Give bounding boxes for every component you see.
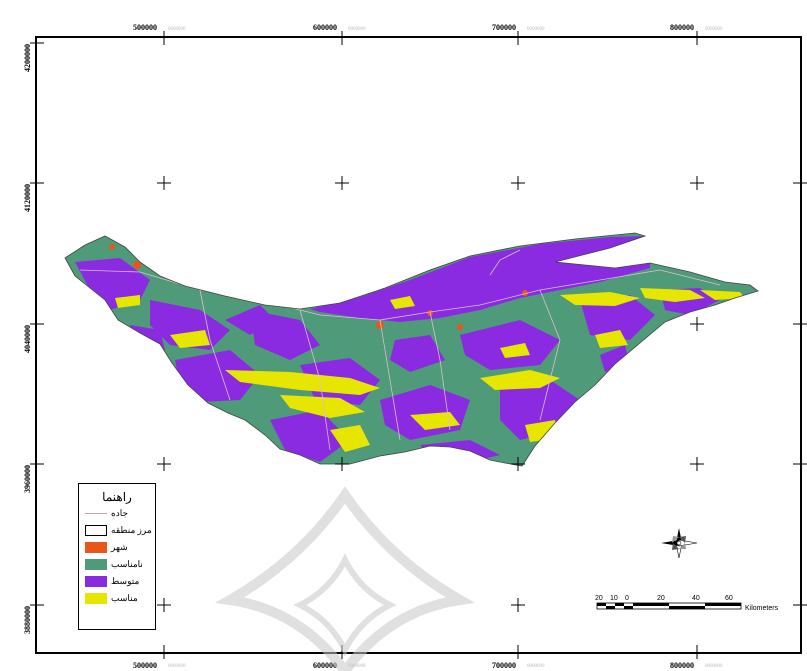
legend-item-road: جاده <box>79 505 155 522</box>
north-arrow-icon <box>661 528 698 559</box>
legend-item-boundary: مرز منطقه <box>79 522 155 539</box>
suitable-zone-patches <box>115 288 745 452</box>
y-tick-label: 3880000 <box>23 606 32 634</box>
graticule-crosses <box>30 31 807 659</box>
svg-text:0000000: 0000000 <box>168 664 186 669</box>
svg-text:0000000: 0000000 <box>527 27 545 32</box>
scale-label: 20 <box>595 595 603 602</box>
x-axis-labels-top: 500000 600000 700000 800000 0000000 0000… <box>133 23 723 32</box>
y-tick-label: 4040000 <box>23 325 32 353</box>
x-tick-label: 700000 <box>492 23 516 32</box>
city-swatch <box>85 542 107 553</box>
suitability-layer <box>65 233 758 466</box>
y-tick-label: 4120000 <box>23 184 32 212</box>
svg-text:0000000: 0000000 <box>527 664 545 669</box>
legend-item-city: شهر <box>79 539 155 556</box>
map-frame <box>35 36 802 654</box>
svg-text:0000000: 0000000 <box>348 27 366 32</box>
scale-label: 20 <box>657 595 665 602</box>
legend-title: راهنما <box>102 490 132 504</box>
svg-text:0000000: 0000000 <box>168 27 186 32</box>
x-tick-label: 800000 <box>670 23 694 32</box>
y-tick-label: 3960000 <box>23 465 32 493</box>
city-spots <box>109 244 528 330</box>
x-tick-label: 500000 <box>133 23 157 32</box>
y-axis-labels: 4200000 4120000 4040000 3960000 3880000 <box>23 44 32 634</box>
x-axis-labels-bottom: 500000 600000 700000 800000 0000000 0000… <box>133 661 723 670</box>
region-boundary <box>64 232 759 467</box>
watermark-logo-icon <box>214 486 476 671</box>
svg-text:0000000: 0000000 <box>348 664 366 669</box>
suitable-swatch <box>85 593 107 604</box>
scale-label: 0 <box>625 595 629 602</box>
x-tick-label: 700000 <box>492 661 516 670</box>
map-legend: راهنما جاده مرز منطقه شهر نامناسب متوسط … <box>78 483 156 630</box>
legend-item-unsuitable: نامناسب <box>79 556 155 573</box>
unsuitable-swatch <box>85 559 107 570</box>
legend-item-medium: متوسط <box>79 573 155 590</box>
x-tick-label: 600000 <box>313 661 337 670</box>
scale-unit: Kilometers <box>745 605 779 612</box>
scale-bar: 20 10 0 20 40 60 Kilometers <box>595 595 779 612</box>
legend-item-suitable: مناسب <box>79 590 155 607</box>
x-tick-label: 800000 <box>670 661 694 670</box>
scale-label: 10 <box>610 595 618 602</box>
y-tick-label: 4200000 <box>23 44 32 72</box>
road-line-swatch <box>85 513 107 514</box>
boundary-swatch <box>85 525 107 536</box>
medium-swatch <box>85 576 107 587</box>
x-tick-label: 600000 <box>313 23 337 32</box>
road-network <box>79 249 721 451</box>
x-tick-label: 500000 <box>133 661 157 670</box>
scale-label: 60 <box>725 595 733 602</box>
svg-text:0000000: 0000000 <box>705 27 723 32</box>
scale-label: 40 <box>692 595 700 602</box>
svg-text:0000000: 0000000 <box>705 664 723 669</box>
